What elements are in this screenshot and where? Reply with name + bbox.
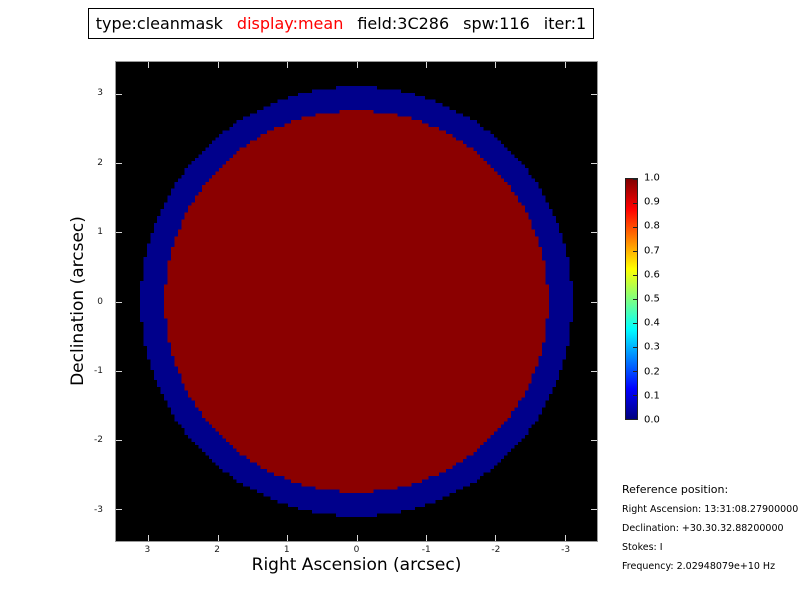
colorbar (625, 178, 638, 420)
x-tick-label: -1 (421, 545, 431, 555)
cleanmask-image (116, 62, 597, 541)
reference-heading: Reference position: (622, 483, 729, 496)
y-tick-label: -3 (94, 504, 103, 515)
y-axis-label: Declination (arcsec) (68, 216, 88, 386)
title-segment: spw:116 (463, 14, 530, 33)
title-box: type:cleanmask display:mean field:3C286 spw… (88, 8, 594, 39)
y-tick-mark-left (116, 163, 122, 165)
colorbar-tick-label: 0.3 (644, 341, 660, 353)
y-tick-mark-left (116, 439, 122, 441)
colorbar-tick-mark (633, 251, 637, 252)
x-tick-mark-bottom (425, 535, 427, 541)
x-tick-labels: 3 2 1 0 -1 -2 -3 (115, 545, 598, 557)
colorbar-tick-label: 0.8 (644, 220, 660, 232)
colorbar-tick-label: 0.1 (644, 390, 660, 402)
y-tick-mark-left (116, 370, 122, 372)
x-tick-label: 1 (283, 545, 290, 555)
x-tick-mark-top (425, 62, 427, 68)
title-segment: type:cleanmask (95, 14, 223, 33)
reference-line: Stokes: I (622, 542, 663, 553)
reference-line: Declination: +30.30.32.88200000 (622, 523, 784, 534)
x-tick-label: 0 (353, 545, 360, 555)
x-tick-label: 3 (144, 545, 151, 555)
y-tick-mark-left (116, 301, 122, 303)
title-segment: field:3C286 (357, 14, 450, 33)
y-tick-label: 1 (97, 227, 103, 238)
y-tick-mark-left (116, 508, 122, 510)
y-tick-labels: 3 2 1 0 -1 -2 -3 (0, 61, 109, 542)
x-tick-mark-bottom (495, 535, 497, 541)
colorbar-tick-label: 0.0 (644, 414, 660, 426)
reference-line: Frequency: 2.02948079e+10 Hz (622, 561, 776, 572)
x-tick-mark-top (564, 62, 566, 68)
x-tick-label: -2 (491, 545, 501, 555)
y-tick-mark-left (116, 94, 122, 96)
x-tick-mark-top (217, 62, 219, 68)
colorbar-tick-label: 0.7 (644, 245, 660, 257)
y-tick-mark-left (116, 232, 122, 234)
y-tick-label: -1 (94, 365, 103, 376)
y-tick-mark-right (591, 94, 597, 96)
x-axis-label: Right Ascension (arcsec) (251, 555, 462, 575)
colorbar-tick-label: 0.2 (644, 366, 660, 378)
colorbar-tick-mark (633, 395, 637, 396)
y-tick-mark-right (591, 163, 597, 165)
x-tick-mark-top (148, 62, 150, 68)
colorbar-tick-label: 0.5 (644, 293, 660, 305)
colorbar-tick-labels: 0.0 0.1 0.2 0.3 0.4 0.5 0.6 0.7 0.8 0.9 1.0 (644, 173, 678, 426)
colorbar-tick-mark (633, 419, 637, 420)
x-tick-mark-bottom (564, 535, 566, 541)
reference-position-block: Reference position: Right Ascension: 13:… (622, 483, 798, 581)
colorbar-tick-label: 1.0 (644, 172, 660, 184)
y-tick-mark-right (591, 508, 597, 510)
colorbar-tick-mark (633, 203, 637, 204)
x-tick-mark-bottom (287, 535, 289, 541)
colorbar-tick-mark (633, 227, 637, 228)
y-tick-mark-right (591, 232, 597, 234)
x-tick-mark-top (287, 62, 289, 68)
x-tick-mark-bottom (148, 535, 150, 541)
colorbar-tick-mark (633, 347, 637, 348)
plot-area (115, 61, 598, 542)
colorbar-tick-mark (633, 371, 637, 372)
y-tick-mark-right (591, 301, 597, 303)
colorbar-tick-label: 0.4 (644, 317, 660, 329)
x-tick-mark-top (495, 62, 497, 68)
colorbar-tick-label: 0.6 (644, 269, 660, 281)
title-segment: iter:1 (543, 14, 587, 33)
x-tick-mark-bottom (356, 535, 358, 541)
x-tick-mark-bottom (217, 535, 219, 541)
y-tick-label: 3 (97, 88, 103, 99)
colorbar-tick-mark (633, 275, 637, 276)
y-tick-mark-right (591, 439, 597, 441)
y-tick-label: 2 (97, 157, 103, 168)
x-tick-label: 2 (214, 545, 220, 555)
y-tick-label: 0 (97, 296, 103, 307)
colorbar-tick-mark (633, 299, 637, 300)
reference-line: Right Ascension: 13:31:08.27900000 (622, 504, 799, 515)
x-tick-label: -3 (561, 545, 571, 555)
colorbar-tick-mark (633, 323, 637, 324)
x-tick-mark-top (356, 62, 358, 68)
title-segment: display:mean (236, 14, 344, 33)
colorbar-tick-mark (633, 179, 637, 180)
y-tick-label: -2 (94, 435, 103, 446)
colorbar-tick-label: 0.9 (644, 196, 660, 208)
y-tick-mark-right (591, 370, 597, 372)
